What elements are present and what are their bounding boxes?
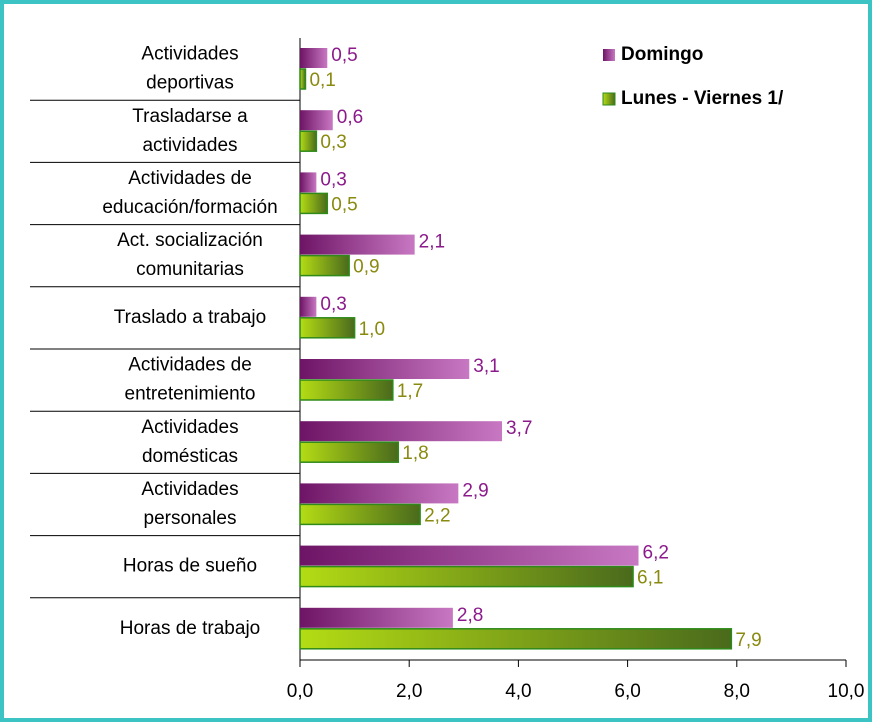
data-label: 0,5 [331,194,357,215]
data-label: 0,3 [320,132,346,153]
data-label: 0,5 [331,45,357,66]
legend-swatch [602,92,616,106]
x-tick-label: 6,0 [614,681,640,702]
bar [299,130,318,152]
bar [300,483,459,504]
x-tick-label: 10,0 [828,681,865,702]
data-label: 2,8 [457,605,483,626]
y-tick-label: Actividades domésticas [141,417,238,467]
data-label: 2,1 [419,232,445,253]
bar [299,379,394,401]
data-label: 0,3 [320,169,346,190]
data-label: 0,6 [337,107,363,128]
data-label: 2,9 [462,480,488,501]
bar [300,110,333,131]
data-label: 7,9 [735,630,761,651]
bar [300,172,317,193]
data-label: 1,7 [397,381,423,402]
y-tick-label: Trasladarse a actividades [132,106,248,156]
data-label: 1,0 [359,319,385,340]
bar [300,48,328,68]
y-tick-label: Horas de trabajo [120,618,260,639]
data-label: 3,7 [506,418,532,439]
y-tick-label: Act. socialización comunitarias [117,230,263,280]
y-tick-label: Actividades de educación/formación [102,168,277,218]
x-tick-label: 8,0 [724,681,750,702]
y-tick-label: Actividades personales [141,479,238,529]
data-label: 0,1 [309,70,335,91]
x-tick-label: 2,0 [396,681,422,702]
bar [300,359,470,379]
legend-swatch [603,49,615,61]
bar [299,503,421,526]
bar [300,421,503,442]
legend-label: Domingo [621,44,703,65]
y-tick-label: Horas de sueño [123,556,257,577]
bar [300,545,639,566]
bar [300,607,453,628]
data-label: 6,1 [637,568,663,589]
bar [300,296,317,317]
y-tick-label: Actividades deportivas [141,44,238,94]
bar [299,192,329,215]
data-label: 0,3 [320,294,346,315]
legend-label: Lunes - Viernes 1/ [621,88,784,109]
x-tick-label: 0,0 [287,681,313,702]
x-tick-label: 4,0 [505,681,531,702]
data-label: 1,8 [402,443,428,464]
bar [299,628,733,650]
data-label: 3,1 [473,356,499,377]
bar [299,254,350,277]
data-label: 6,2 [643,543,669,564]
bar [299,317,356,339]
data-label: 0,9 [353,257,379,278]
bar [299,441,400,463]
bar [300,234,415,255]
bar [299,68,307,90]
y-tick-label: Traslado a trabajo [114,307,266,328]
bar [299,565,634,588]
y-tick-label: Actividades de entretenimiento [125,355,256,405]
data-label: 2,2 [424,505,450,526]
